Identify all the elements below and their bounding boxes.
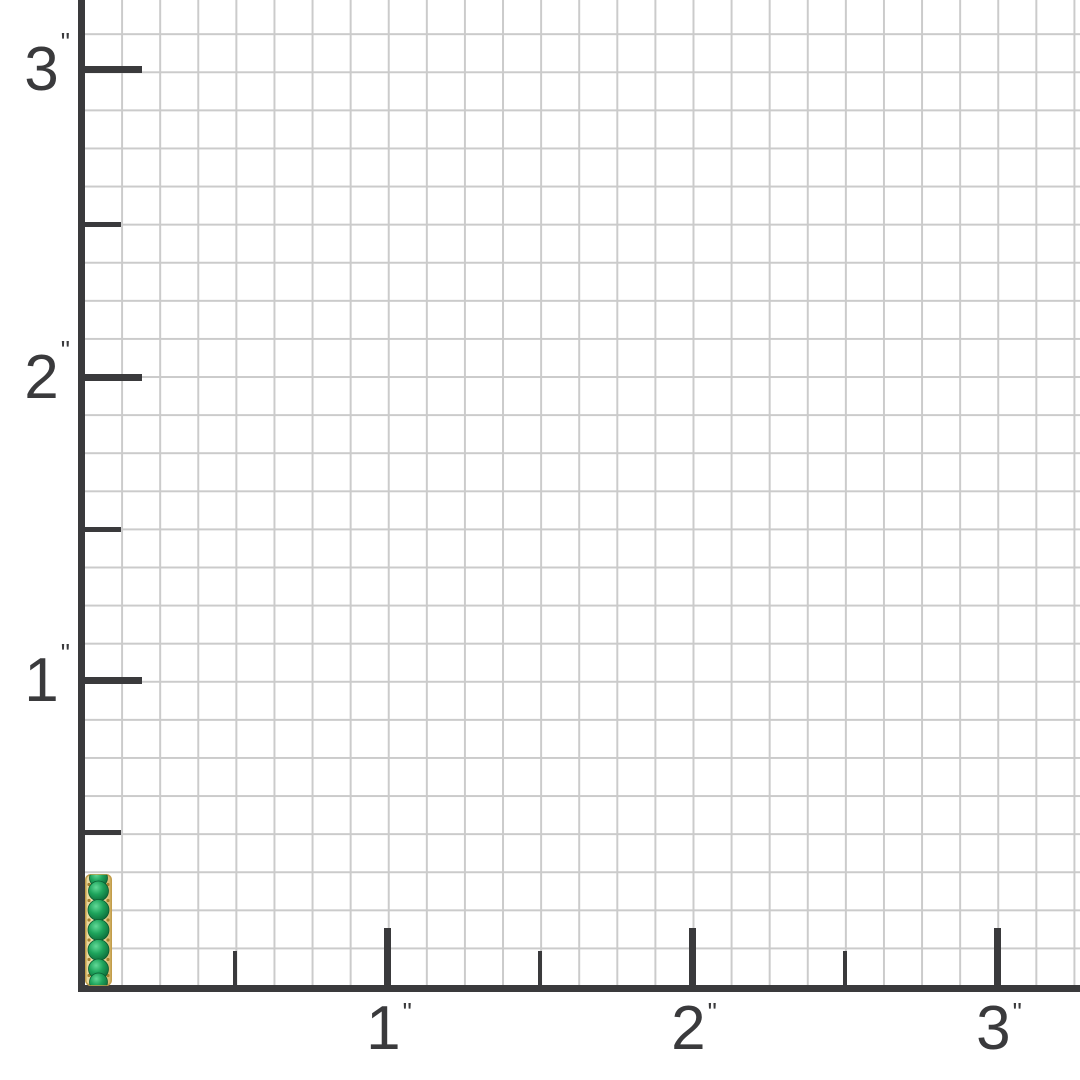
inch-mark: " xyxy=(1012,997,1022,1027)
x-axis-major-tick-3in xyxy=(994,928,1001,985)
inch-mark: " xyxy=(60,335,70,365)
x-axis-bar xyxy=(78,985,1080,992)
inch-mark: " xyxy=(402,997,412,1027)
y-axis-label-1in: 1 " xyxy=(0,640,70,716)
x-label-digit: 1 xyxy=(366,994,401,1063)
inch-mark: " xyxy=(60,27,70,57)
y-label-digit: 2 xyxy=(24,343,59,412)
emerald-gold-band-object xyxy=(85,874,112,986)
inch-mark: " xyxy=(707,997,717,1027)
x-label-digit: 3 xyxy=(976,994,1011,1063)
grid-background xyxy=(83,0,1080,985)
x-axis-minor-tick-1-5in xyxy=(538,951,542,985)
y-axis-minor-tick-0-5in xyxy=(85,830,121,835)
x-label-digit: 2 xyxy=(671,994,706,1063)
x-axis-label-1in: 1" xyxy=(328,998,448,1060)
y-axis-label-3in: 3 " xyxy=(0,29,70,105)
y-axis-major-tick-2in xyxy=(85,374,142,381)
y-label-digit: 3 xyxy=(24,35,59,104)
y-axis-major-tick-3in xyxy=(85,66,142,73)
x-axis-major-tick-1in xyxy=(384,928,391,985)
y-axis-bar xyxy=(78,0,85,992)
y-axis-label-2in: 2 " xyxy=(0,337,70,413)
x-axis-minor-tick-2-5in xyxy=(843,951,847,985)
y-axis-minor-tick-1-5in xyxy=(85,527,121,532)
inch-mark: " xyxy=(60,638,70,668)
y-axis-major-tick-1in xyxy=(85,677,142,684)
x-axis-major-tick-2in xyxy=(689,928,696,985)
x-axis-minor-tick-0-5in xyxy=(233,951,237,985)
x-axis-label-2in: 2" xyxy=(633,998,753,1060)
x-axis-label-3in: 3" xyxy=(938,998,1058,1060)
y-label-digit: 1 xyxy=(24,646,59,715)
y-axis-minor-tick-2-5in xyxy=(85,222,121,227)
